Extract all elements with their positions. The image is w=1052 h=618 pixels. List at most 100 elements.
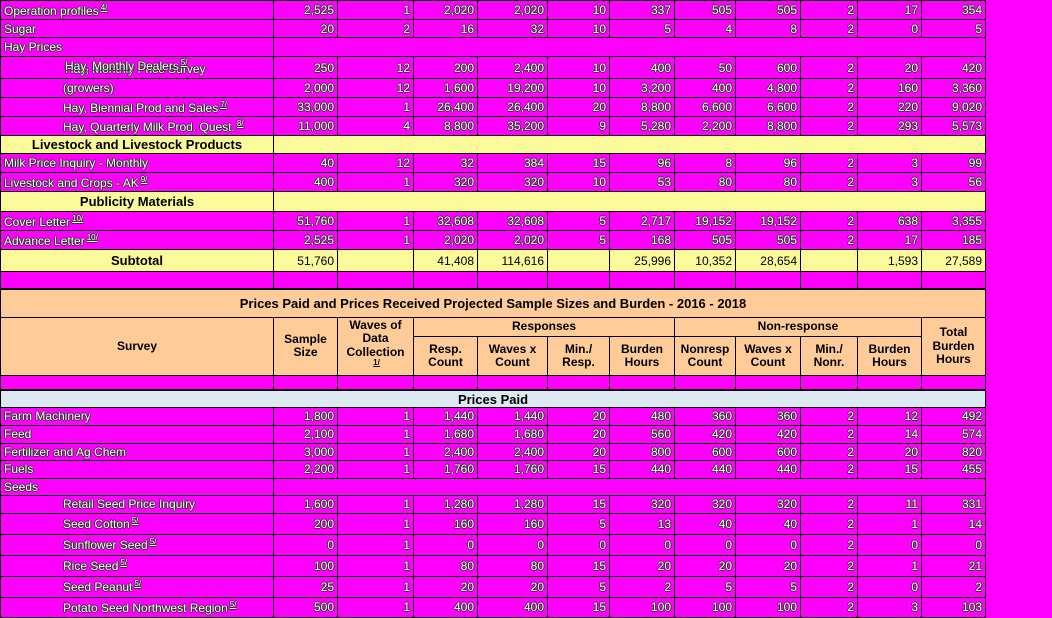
cell-min-per-nonresp: 2 <box>800 172 858 192</box>
cell-nonresp-count: 8 <box>674 153 736 173</box>
cell-min-per-resp: 20 <box>547 97 610 117</box>
cell-nonresp-waves-x-count: 80 <box>735 172 801 192</box>
cell-min-per-resp: 5 <box>547 512 610 535</box>
row-label: Retail Seed Price Inquiry <box>0 494 274 514</box>
col-header-sample-size: Sample Size <box>273 317 338 376</box>
cell-nonresp-waves-x-count: 505 <box>735 230 801 250</box>
col-header-min-per-nonresp: Min./ Nonr. <box>800 336 858 376</box>
cell-waves-of-data-collection: 1 <box>337 97 414 117</box>
burden-table: Operation profiles 4/2,525 1 2,020 2,020 10 33… <box>0 0 986 618</box>
col-header-resp-burden-hours: Burden Hours <box>609 336 675 376</box>
cell-waves-of-data-collection: 1 <box>337 230 414 250</box>
cell-sample-size: 40 <box>273 153 338 173</box>
cell-resp-burden-hours: 5,280 <box>609 116 675 136</box>
survey-row: Livestock and Crops - AK 9/400 1 320 320 10 53… <box>0 172 986 192</box>
cell-nonresp-count: 440 <box>674 459 736 479</box>
cell-min-per-nonresp: 2 <box>800 230 858 250</box>
survey-row: Retail Seed Price Inquiry 1,600 1 1,280 1,28… <box>0 494 986 514</box>
cell-min-per-nonresp: 2 <box>800 554 858 577</box>
cell-resp-burden-hours: 440 <box>609 459 675 479</box>
cell-waves-of-data-collection: 1 <box>337 406 414 426</box>
section-band-row: Prices Paid <box>0 389 986 408</box>
cell-min-per-nonresp: 2 <box>800 78 858 98</box>
row-label: Sugar <box>0 19 274 38</box>
cell-waves-of-data-collection: 1 <box>337 512 414 535</box>
cell-sample-size: 0 <box>273 533 338 556</box>
cell-sample-size: 2,000 <box>273 78 338 98</box>
row-label: Feed <box>0 424 274 444</box>
cell-nonresp-waves-x-count: 20 <box>735 554 801 577</box>
section-band-prices-paid: Prices Paid <box>0 389 986 408</box>
cell-sample-size: 33,000 <box>273 97 338 117</box>
cell-resp-burden-hours: 400 <box>609 56 675 79</box>
cell-total-burden-hours: 185 <box>921 230 986 250</box>
footnote-marker: 8/ <box>236 118 244 128</box>
cell-nonresp-waves-x-count: 0 <box>735 533 801 556</box>
survey-row: Hay, Monthly Price Survey Hay, Monthly De… <box>0 56 986 79</box>
row-label: Publicity Materials <box>0 191 274 212</box>
row-label: Seeds <box>0 477 274 496</box>
cell-min-per-nonresp: 2 <box>800 56 858 79</box>
survey-row: Sunflower Seed 5/0 1 0 0 0 0 0 0 2 0 0 <box>0 533 986 556</box>
cell-total-burden-hours: 574 <box>921 424 986 444</box>
survey-row: Seed Cotton 5/200 1 160 160 5 13 40 40 2 1 14 <box>0 512 986 535</box>
cell-min-per-resp: 10 <box>547 56 610 79</box>
cell-min-per-nonresp: 2 <box>800 494 858 514</box>
cell-resp-waves-x-count: 1,440 <box>477 406 548 426</box>
footnote-marker: 5/ <box>120 558 128 568</box>
cell-min-per-resp: 15 <box>547 494 610 514</box>
cell-nonresp-burden-hours: 3 <box>857 153 922 173</box>
cell-total-burden-hours: 0 <box>921 533 986 556</box>
row-label: Hay, Monthly Price Survey Hay, Monthly De… <box>0 56 274 79</box>
row-label: Hay Prices <box>0 37 274 57</box>
cell-resp-waves-x-count: 114,616 <box>477 249 548 272</box>
spacer-cell <box>0 374 274 391</box>
cell-total-burden-hours: 331 <box>921 494 986 514</box>
survey-row: Milk Price Inquiry - Monthly 40 12 32 384 15 9… <box>0 153 986 173</box>
cell-resp-waves-x-count: 320 <box>477 172 548 192</box>
cell-nonresp-count: 2,200 <box>674 116 736 136</box>
cell-nonresp-waves-x-count: 40 <box>735 512 801 535</box>
survey-row: (growers) 2,000 12 1,600 19,200 10 3,200 400 4,8… <box>0 78 986 98</box>
cell-sample-size: 500 <box>273 596 338 618</box>
cell-resp-waves-x-count: 32 <box>477 19 548 38</box>
spacer-row <box>0 374 986 391</box>
row-label: Seed Peanut 5/ <box>0 575 274 598</box>
cell-nonresp-waves-x-count: 6,600 <box>735 97 801 117</box>
spacer-cell <box>800 271 858 289</box>
cell-nonresp-burden-hours: 1 <box>857 554 922 577</box>
cell-min-per-nonresp: 2 <box>800 424 858 444</box>
spacer-cell <box>609 374 675 391</box>
cell-resp-burden-hours: 480 <box>609 406 675 426</box>
cell-total-burden-hours: 455 <box>921 459 986 479</box>
cell-total-burden-hours: 21 <box>921 554 986 577</box>
cell-total-burden-hours: 5,573 <box>921 116 986 136</box>
cell-sample-size: 3,000 <box>273 442 338 461</box>
cell-nonresp-waves-x-count: 360 <box>735 406 801 426</box>
cell-resp-count: 26,400 <box>413 97 478 117</box>
col-header-waves: Waves of Data Collection 1/ <box>337 317 414 376</box>
title-row: Prices Paid and Prices Received Projecte… <box>0 287 986 318</box>
col-header-nonresp-count: Nonresp Count <box>674 336 736 376</box>
cell-sample-size: 2,525 <box>273 230 338 250</box>
cell-min-per-nonresp: 2 <box>800 97 858 117</box>
cell-nonresp-waves-x-count: 28,654 <box>735 249 801 272</box>
cell-resp-burden-hours: 168 <box>609 230 675 250</box>
cell-nonresp-burden-hours: 20 <box>857 56 922 79</box>
cell-min-per-resp <box>547 249 610 272</box>
row-filler <box>273 37 986 57</box>
survey-row: Rice Seed 5/100 1 80 80 15 20 20 20 2 1 21 <box>0 554 986 577</box>
cell-resp-waves-x-count: 384 <box>477 153 548 173</box>
cell-min-per-nonresp: 2 <box>800 211 858 231</box>
cell-sample-size: 51,760 <box>273 211 338 231</box>
cell-min-per-nonresp: 2 <box>800 533 858 556</box>
spacer-row <box>0 271 986 289</box>
spacer-cell <box>477 271 548 289</box>
footnote-marker: 5/ <box>180 58 188 67</box>
col-header-waves-text: Waves of Data Collection <box>346 318 405 359</box>
cell-resp-waves-x-count: 2,400 <box>477 56 548 79</box>
cell-sample-size: 100 <box>273 554 338 577</box>
cell-nonresp-burden-hours: 14 <box>857 424 922 444</box>
row-filler <box>273 191 986 212</box>
